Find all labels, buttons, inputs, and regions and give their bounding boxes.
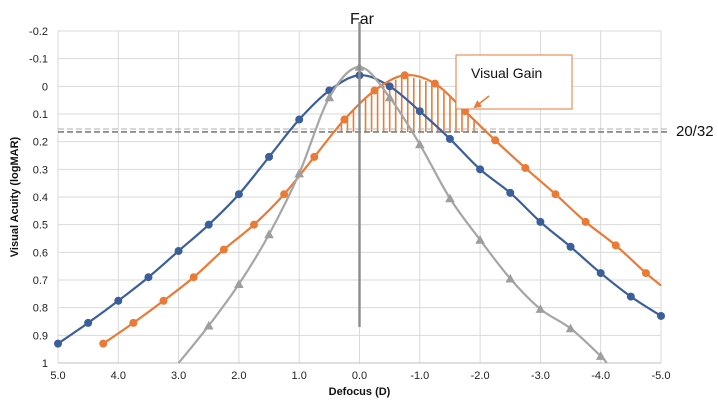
data-point xyxy=(521,163,530,172)
data-point xyxy=(491,136,500,145)
data-point xyxy=(234,190,243,199)
data-point xyxy=(596,269,605,278)
series-1 xyxy=(99,71,662,348)
y-tick-label: 0.3 xyxy=(33,164,48,176)
data-point xyxy=(310,152,319,161)
data-point xyxy=(174,246,183,255)
data-point xyxy=(203,320,214,330)
x-tick-label: 2.0 xyxy=(231,370,246,382)
data-point xyxy=(189,273,198,282)
data-point xyxy=(506,188,515,197)
x-tick-label: -5.0 xyxy=(652,370,671,382)
data-point xyxy=(566,242,575,251)
x-tick-label: 1.0 xyxy=(292,370,307,382)
data-point xyxy=(99,339,108,348)
data-point xyxy=(445,134,454,143)
data-point xyxy=(159,296,168,305)
visual-gain-arrow xyxy=(473,95,490,109)
data-point xyxy=(384,92,395,102)
visual-gain-hatch xyxy=(58,76,670,133)
data-point xyxy=(565,323,576,333)
data-point xyxy=(204,220,213,229)
data-point xyxy=(611,241,620,250)
y-tick-label: 0.2 xyxy=(33,137,48,149)
far-label: Far xyxy=(350,11,375,28)
data-point xyxy=(219,245,228,254)
y-tick-label: 0.5 xyxy=(33,220,48,232)
x-tick-label: -1.0 xyxy=(410,370,429,382)
data-point xyxy=(595,351,606,360)
chart-series xyxy=(54,22,665,364)
data-point xyxy=(505,273,516,283)
data-point xyxy=(340,115,349,124)
series-line xyxy=(177,65,608,364)
data-point xyxy=(535,304,546,313)
chart-annotations: Far Visual Gain 20/32 xyxy=(350,11,714,140)
data-point xyxy=(264,229,274,239)
y-tick-label: -0.2 xyxy=(29,26,48,38)
data-point xyxy=(551,190,560,199)
data-point xyxy=(657,311,665,320)
data-point xyxy=(294,168,304,178)
data-point xyxy=(295,115,304,124)
reference-line-label: 20/32 xyxy=(676,123,714,140)
data-point xyxy=(400,71,409,80)
y-tick-label: 0.6 xyxy=(33,247,48,259)
data-point xyxy=(641,269,650,278)
y-axis-title: Visual Acuity (logMAR) xyxy=(9,136,21,257)
data-point xyxy=(415,139,425,149)
data-point xyxy=(234,279,244,288)
data-point xyxy=(430,79,439,88)
x-tick-label: 5.0 xyxy=(50,370,65,382)
x-tick-label: 3.0 xyxy=(171,370,186,382)
y-tick-label: 0.7 xyxy=(33,275,48,287)
series-line xyxy=(102,73,662,345)
y-tick-label: 0.4 xyxy=(33,192,48,204)
x-axis-title: Defocus (D) xyxy=(329,386,391,398)
y-tick-label: 0 xyxy=(42,81,48,93)
data-point xyxy=(265,152,274,161)
y-tick-label: 0.1 xyxy=(33,109,48,121)
data-point xyxy=(324,92,335,102)
data-point xyxy=(114,296,123,305)
data-point xyxy=(385,82,394,91)
data-point xyxy=(415,107,424,116)
x-tick-label: 0.0 xyxy=(352,370,367,382)
data-point xyxy=(536,217,545,226)
data-point xyxy=(581,217,590,226)
data-point xyxy=(370,86,379,95)
data-point xyxy=(129,318,138,327)
y-tick-label: -0.1 xyxy=(29,54,48,66)
data-point xyxy=(475,235,485,244)
data-point xyxy=(84,318,93,327)
x-tick-label: 4.0 xyxy=(111,370,126,382)
data-point xyxy=(626,292,635,301)
y-tick-label: 1 xyxy=(42,358,48,370)
y-tick-label: 0.8 xyxy=(33,303,48,315)
data-point xyxy=(280,190,289,199)
data-point xyxy=(144,273,153,282)
visual-gain-box xyxy=(455,54,573,110)
visual-gain-label: Visual Gain xyxy=(471,65,542,81)
data-point xyxy=(249,220,258,229)
chart-axes: -0.2 -0.1 0 0.1 0.2 0.3 0.4 0.5 0.6 0.7 0.8 0.9 15.0… xyxy=(9,26,670,398)
series-2 xyxy=(177,62,608,364)
data-point xyxy=(476,165,485,174)
data-point xyxy=(54,339,62,348)
data-point xyxy=(445,193,455,203)
y-tick-label: 0.9 xyxy=(33,330,48,342)
x-tick-label: -2.0 xyxy=(471,370,490,382)
x-tick-label: -4.0 xyxy=(591,370,610,382)
x-tick-label: -3.0 xyxy=(531,370,550,382)
